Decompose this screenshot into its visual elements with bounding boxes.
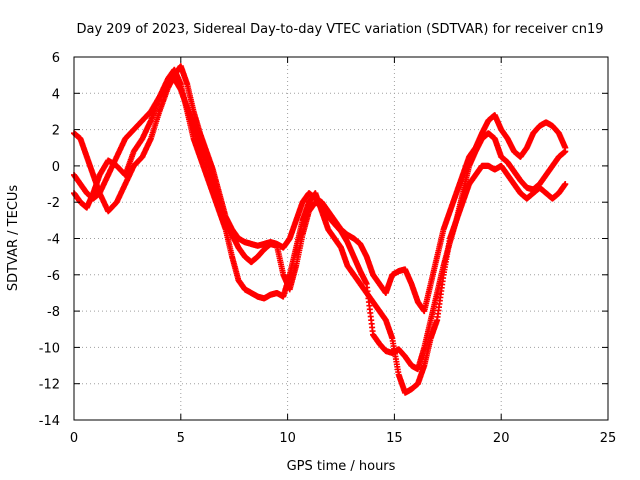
x-tick-label: 15 — [386, 431, 403, 446]
y-tick-label: -14 — [39, 414, 60, 429]
grid-lines — [74, 57, 608, 420]
chart-title: Day 209 of 2023, Sidereal Day-to-day VTE… — [76, 22, 603, 37]
y-tick-label: -6 — [47, 269, 60, 284]
y-tick-label: 2 — [52, 124, 60, 139]
x-tick-label: 5 — [177, 431, 185, 446]
track-2-series — [71, 63, 569, 315]
x-tick-label: 10 — [279, 431, 296, 446]
y-tick-label: -2 — [47, 196, 60, 211]
track-3-series — [71, 75, 569, 373]
y-axis-label: SDTVAR / TECUs — [6, 185, 21, 292]
y-tick-label: 0 — [52, 160, 60, 175]
x-axis-label: GPS time / hours — [287, 459, 396, 474]
y-tick-label: 4 — [52, 87, 60, 102]
y-tick-label: -4 — [47, 233, 60, 248]
x-tick-label: 25 — [600, 431, 617, 446]
tick-labels: 0 5 10 15 20 25 -14 -12 -10 -8 -6 -4 -2 0 2 4 6 — [39, 51, 617, 446]
y-tick-label: -8 — [47, 305, 60, 320]
y-tick-label: 6 — [52, 51, 60, 66]
data-marks — [71, 63, 569, 396]
y-tick-label: -10 — [39, 341, 60, 356]
x-tick-label: 0 — [70, 431, 78, 446]
y-tick-label: -12 — [39, 378, 60, 393]
x-tick-label: 20 — [493, 431, 510, 446]
